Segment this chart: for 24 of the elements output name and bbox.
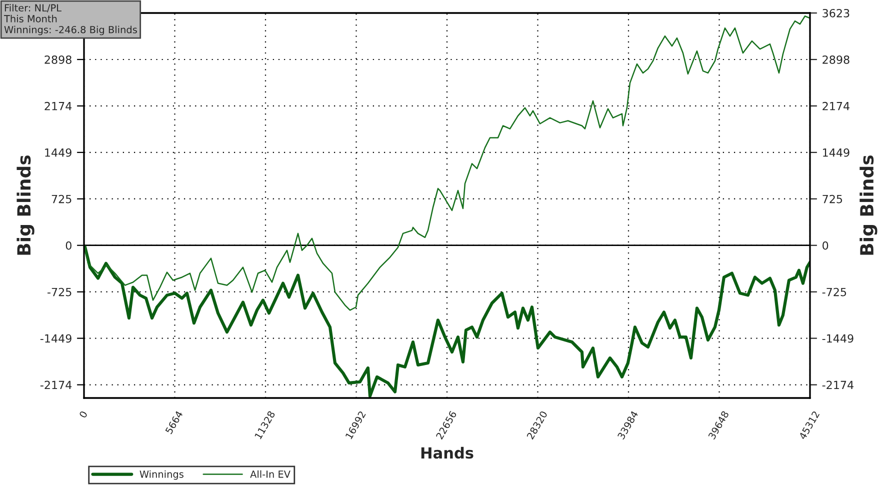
- y2-tick-label: 2174: [822, 102, 850, 110]
- y2-tick-label: 2898: [822, 55, 850, 64]
- y2-axis-title: Big Blinds: [860, 155, 878, 255]
- x-tick-label: 0: [78, 410, 88, 418]
- y-tick-label: 2898: [44, 55, 72, 64]
- y-tick-label: 725: [52, 194, 72, 204]
- y2-tick-label: -2174: [822, 380, 854, 390]
- y-tick-label: 1449: [45, 148, 72, 157]
- y-tick-label: 0: [66, 241, 72, 250]
- annotation: Filter: NL/PL This Month Winnings: -246.8 Big Blinds: [4, 4, 137, 36]
- y2-tick-label: 0: [822, 241, 828, 250]
- y2-tick-label: 1449: [823, 148, 850, 157]
- y2-tick-label: 3623: [822, 8, 850, 18]
- y2-tick-label: 725: [822, 194, 842, 204]
- y2-tick-label: -1449: [822, 334, 854, 343]
- y-tick-label: -725: [48, 288, 72, 296]
- legend-label: Winnings: [140, 470, 184, 480]
- y-tick-label: -2174: [40, 380, 72, 390]
- x-axis-title: Hands: [421, 446, 474, 459]
- y2-tick-label: -725: [822, 288, 846, 296]
- legend-label: All-In EV: [250, 470, 290, 478]
- y-tick-label: 2174: [44, 102, 72, 110]
- y-axis-title: Big Blinds: [16, 155, 34, 255]
- y-tick-label: -1449: [40, 334, 72, 343]
